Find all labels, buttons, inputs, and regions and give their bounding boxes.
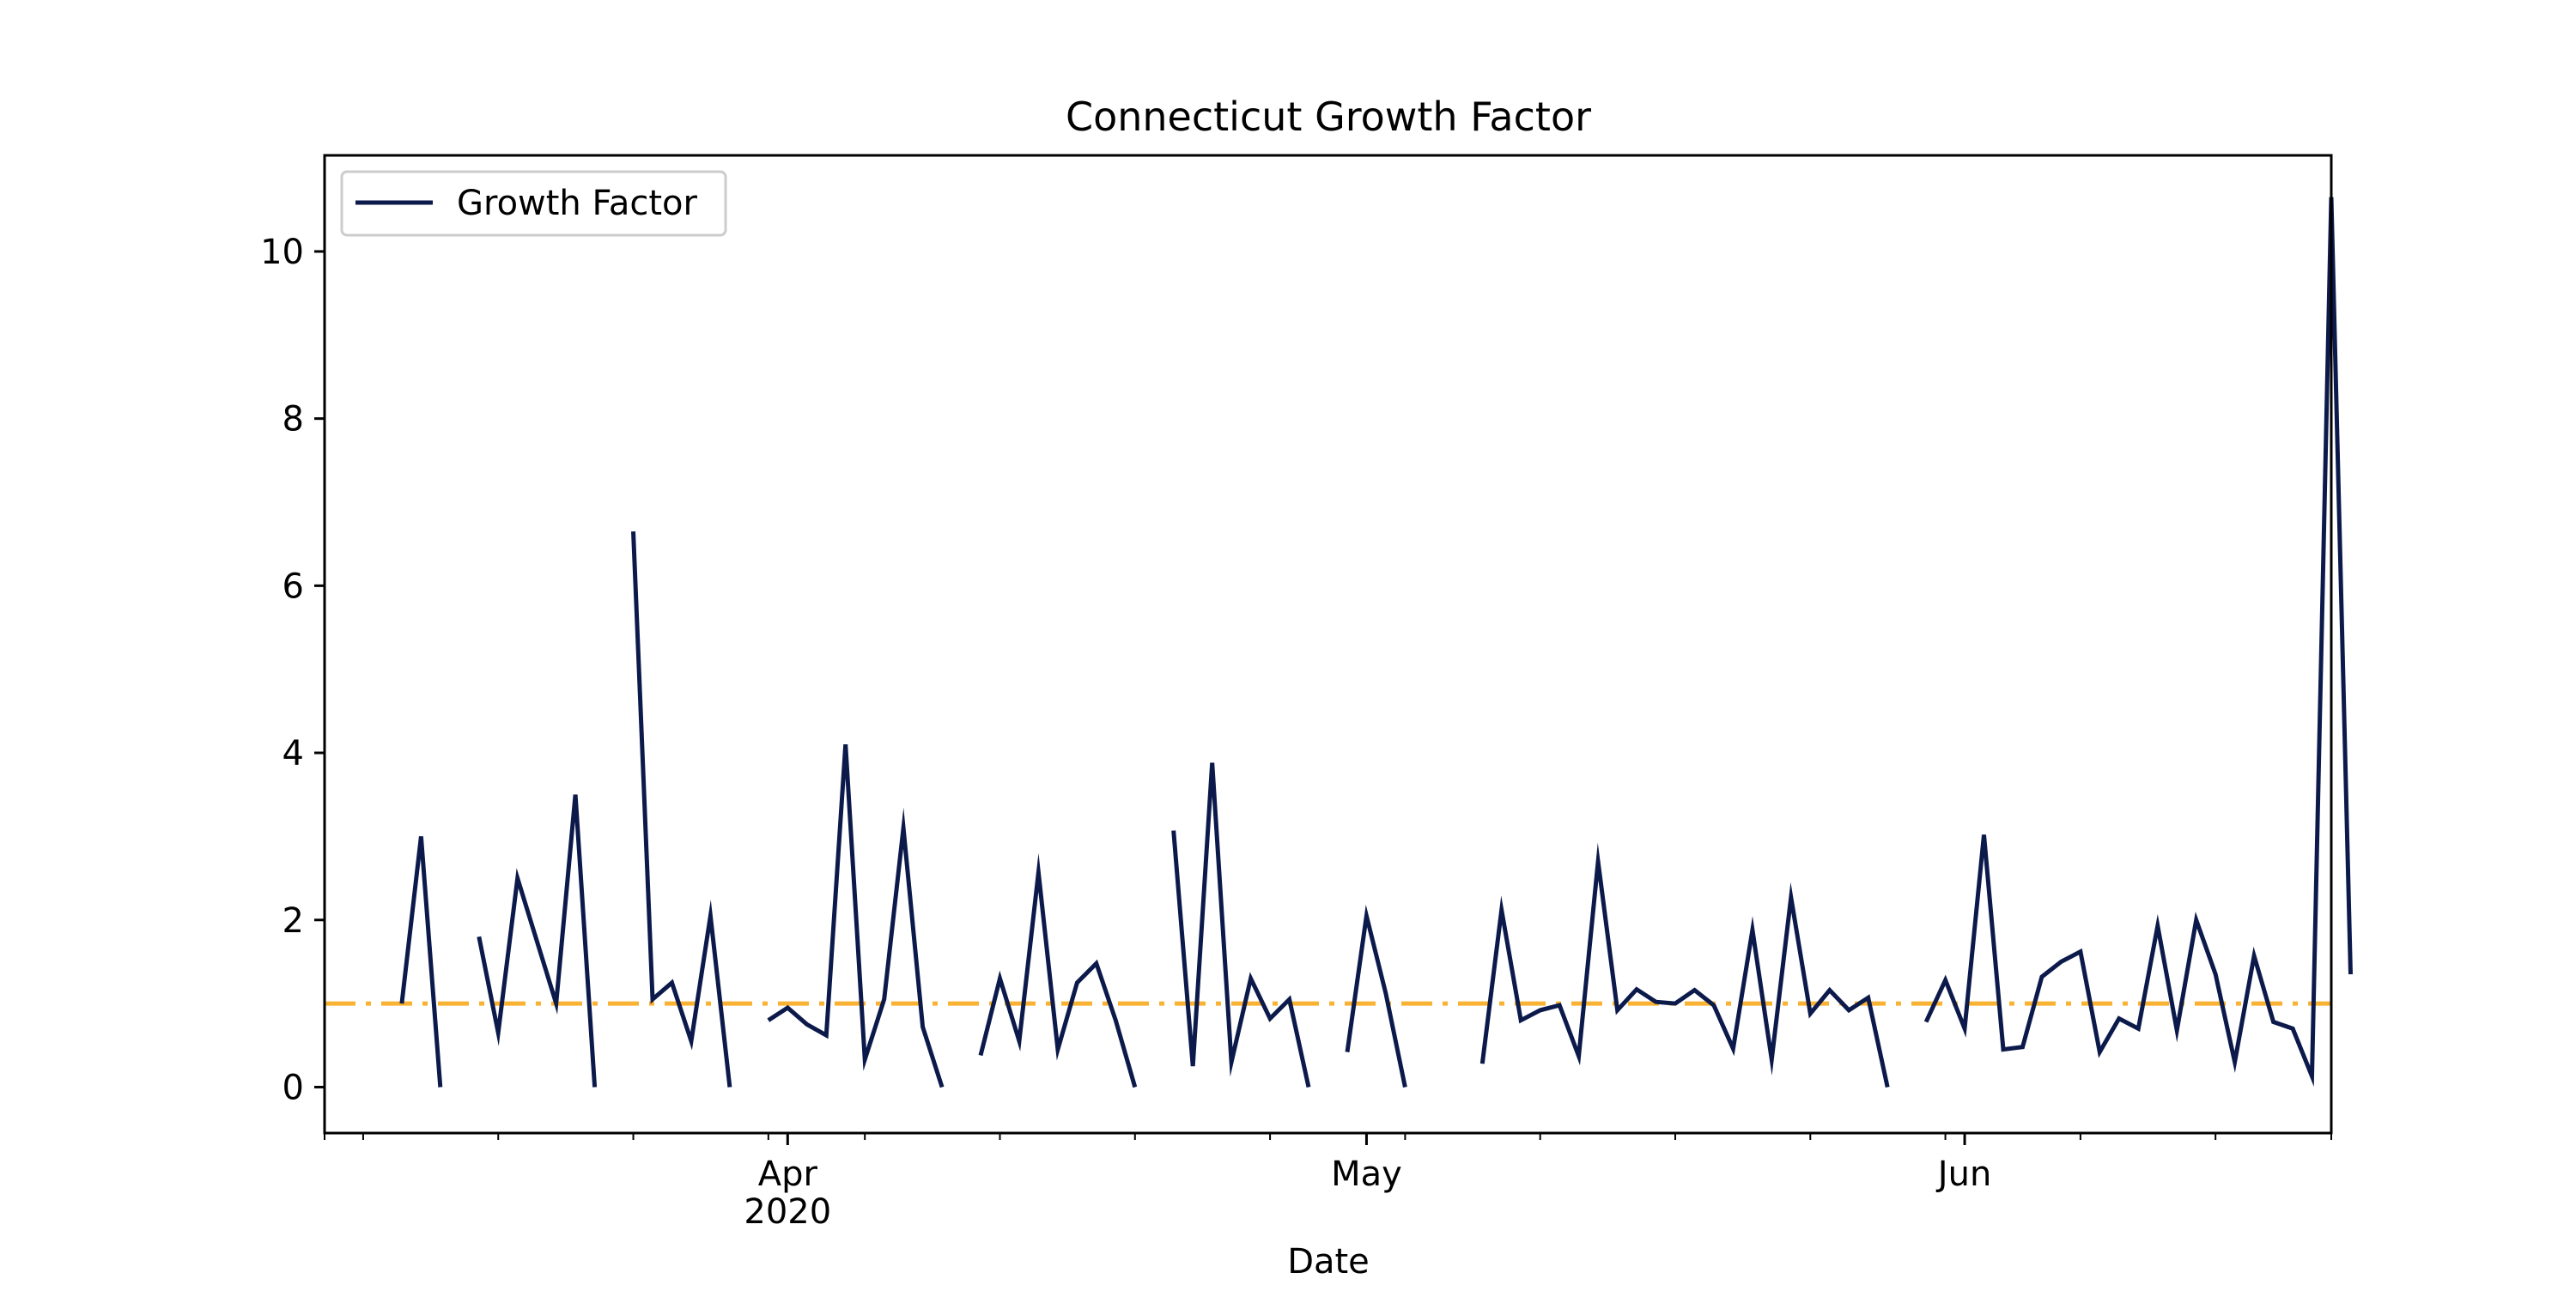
chart-title: Connecticut Growth Factor [1066, 94, 1591, 140]
x-tick-sublabel: 2020 [744, 1192, 831, 1232]
legend-box [340, 170, 727, 237]
y-tick-label: 10 [260, 233, 304, 272]
series-line-segment [1345, 904, 1407, 1088]
series-line-segment [1923, 197, 2353, 1088]
series-line-segment [399, 836, 443, 1088]
x-axis-label: Date [1287, 1242, 1370, 1282]
series-line-segment [978, 852, 1138, 1088]
y-tick-label: 8 [283, 400, 304, 439]
legend: Growth Factor [340, 170, 727, 237]
legend-label: Growth Factor [457, 184, 697, 223]
series-line-segment [1479, 842, 1890, 1088]
plot-frame [323, 154, 2333, 1135]
series-line-segment [477, 794, 598, 1088]
y-tick-label: 2 [283, 901, 304, 941]
x-tick-label: Apr [758, 1155, 818, 1194]
y-tick-label: 0 [283, 1068, 304, 1107]
series-line-segment [631, 530, 732, 1088]
y-axis: 0 2 4 6 8 10 [260, 233, 325, 1107]
y-tick-label: 4 [283, 734, 304, 773]
plot-area [325, 197, 2353, 1088]
series-line-segment [1171, 762, 1311, 1088]
x-tick-label: May [1331, 1155, 1402, 1194]
x-tick-label: Jun [1935, 1155, 1992, 1194]
series-line-segment [767, 744, 945, 1088]
y-tick-label: 6 [283, 567, 304, 606]
